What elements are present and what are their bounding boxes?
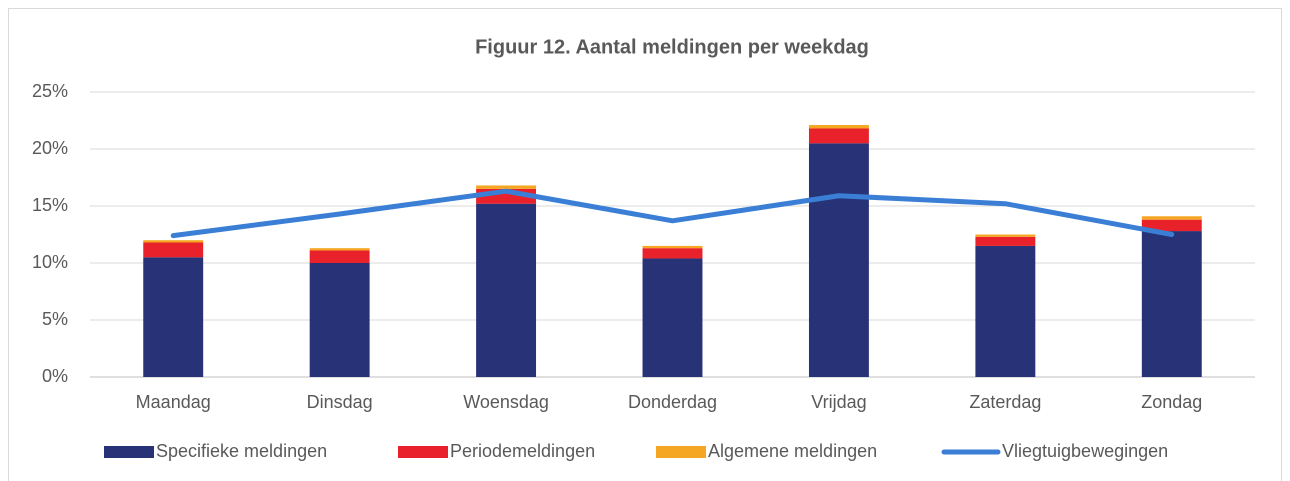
bar-segment bbox=[642, 248, 703, 259]
bar-segment bbox=[642, 245, 703, 249]
bar-segment bbox=[309, 248, 370, 251]
bar-segment bbox=[808, 125, 869, 129]
x-tick-label: Dinsdag bbox=[307, 392, 373, 412]
y-tick-label: 25% bbox=[32, 81, 68, 101]
bar-segment bbox=[143, 257, 204, 377]
bar-segment bbox=[309, 263, 370, 377]
legend-label: Periodemeldingen bbox=[450, 441, 595, 461]
bar-segment bbox=[476, 203, 537, 377]
bar-segment bbox=[975, 245, 1036, 377]
x-tick-label: Maandag bbox=[136, 392, 211, 412]
legend-label: Specifieke meldingen bbox=[156, 441, 327, 461]
bar-segment bbox=[975, 236, 1036, 246]
x-tick-label: Donderdag bbox=[628, 392, 717, 412]
line bbox=[170, 188, 1175, 239]
x-tick-label: Vrijdag bbox=[811, 392, 866, 412]
chart-border bbox=[8, 8, 1282, 481]
bar-segment bbox=[309, 250, 370, 263]
x-tick-label: Zondag bbox=[1141, 392, 1202, 412]
bar-segment bbox=[1141, 219, 1202, 232]
bar-segment bbox=[1141, 216, 1202, 220]
y-tick-label: 0% bbox=[42, 366, 68, 386]
bar-segment bbox=[143, 240, 204, 243]
bar-segment bbox=[476, 185, 537, 189]
legend-symbol bbox=[656, 446, 706, 458]
y-tick-label: 15% bbox=[32, 195, 68, 215]
bar-segment bbox=[1141, 231, 1202, 377]
bar-segment bbox=[975, 234, 1036, 237]
bar-segment bbox=[143, 242, 204, 258]
legend-label: Algemene meldingen bbox=[708, 441, 877, 461]
bar-segment bbox=[642, 258, 703, 377]
x-tick-label: Woensdag bbox=[463, 392, 549, 412]
y-tick-label: 20% bbox=[32, 138, 68, 158]
legend-symbol bbox=[104, 446, 154, 458]
legend-label: Vliegtuigbewegingen bbox=[1002, 441, 1168, 461]
y-tick-label: 5% bbox=[42, 309, 68, 329]
chart-title: Figuur 12. Aantal meldingen per weekdag bbox=[475, 36, 869, 58]
bar-segment bbox=[808, 143, 869, 377]
x-tick-label: Zaterdag bbox=[969, 392, 1041, 412]
y-tick-label: 10% bbox=[32, 252, 68, 272]
legend-symbol bbox=[398, 446, 448, 458]
bar-segment bbox=[808, 128, 869, 144]
